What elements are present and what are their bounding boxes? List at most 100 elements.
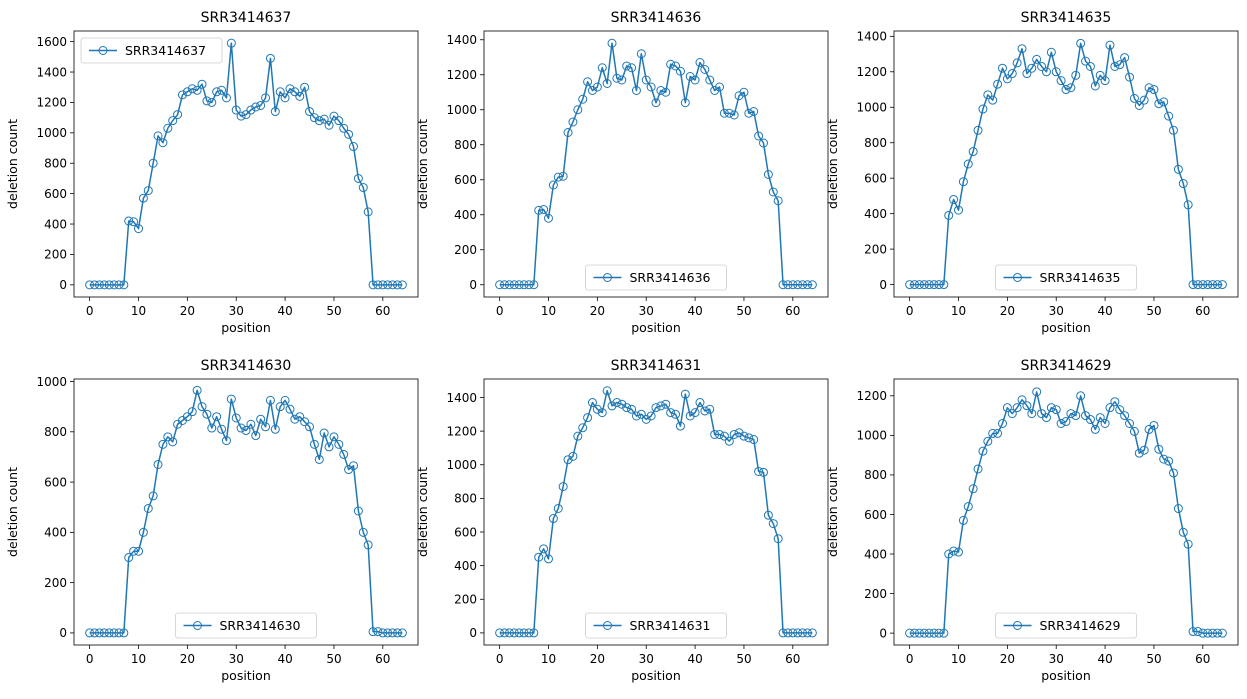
data-point	[1061, 85, 1071, 95]
x-tick-label: 40	[687, 652, 702, 666]
data-point	[1017, 44, 1027, 54]
series-line	[499, 42, 813, 286]
data-point	[378, 280, 388, 290]
data-point	[231, 105, 241, 115]
x-tick-label: 20	[590, 304, 605, 318]
data-point	[802, 628, 812, 638]
data-point	[285, 84, 295, 94]
data-point	[324, 442, 334, 452]
data-point	[963, 159, 973, 169]
y-tick-label: 1200	[446, 68, 477, 82]
data-point	[558, 482, 568, 492]
data-point	[1149, 85, 1159, 95]
data-point	[719, 108, 729, 118]
data-point	[993, 79, 1003, 89]
data-point	[290, 414, 300, 424]
data-point	[768, 519, 778, 529]
data-point	[524, 280, 534, 290]
legend-marker-swatch	[603, 273, 612, 282]
data-point	[392, 628, 402, 638]
legend-label: SRR3414637	[125, 43, 206, 58]
y-tick-label: 800	[864, 468, 887, 482]
data-point	[383, 628, 393, 638]
data-point	[226, 38, 236, 48]
data-point	[651, 403, 661, 413]
x-tick-label: 60	[1195, 652, 1210, 666]
data-point	[939, 628, 949, 638]
data-point	[666, 408, 676, 418]
data-point	[929, 280, 939, 290]
data-point	[388, 280, 398, 290]
y-tick-label: 1000	[856, 101, 887, 115]
data-point	[583, 413, 593, 423]
data-point	[1198, 628, 1208, 638]
data-point	[153, 459, 163, 469]
data-point	[1071, 411, 1081, 421]
x-tick-label: 30	[639, 652, 654, 666]
x-tick-label: 60	[375, 652, 390, 666]
data-point	[134, 546, 143, 556]
data-point	[656, 401, 666, 411]
data-point	[568, 451, 578, 461]
data-point	[622, 61, 632, 71]
data-point	[749, 435, 759, 445]
data-point	[509, 628, 519, 638]
y-tick-label: 0	[469, 626, 477, 640]
data-point	[314, 116, 324, 126]
x-tick-label: 10	[951, 304, 966, 318]
data-point	[612, 398, 622, 408]
data-point	[715, 429, 725, 439]
x-tick-label: 60	[375, 304, 390, 318]
data-point	[519, 628, 529, 638]
subplot-title: SRR3414629	[1021, 358, 1112, 374]
x-tick-label: 0	[496, 304, 504, 318]
data-point	[275, 402, 285, 412]
data-point	[236, 423, 246, 433]
data-point	[1032, 387, 1042, 397]
data-point	[924, 628, 934, 638]
data-point	[1061, 417, 1071, 427]
data-point	[705, 404, 715, 414]
x-tick-label: 20	[590, 652, 605, 666]
data-point	[329, 111, 339, 121]
data-point	[1090, 424, 1100, 434]
x-axis-label: position	[221, 668, 271, 683]
y-tick-label: 0	[59, 626, 67, 640]
data-point	[119, 628, 129, 638]
data-point	[744, 108, 754, 118]
series-line	[909, 42, 1223, 286]
data-point	[1178, 527, 1188, 537]
data-point	[944, 549, 954, 559]
data-point	[353, 173, 363, 183]
data-point	[666, 59, 676, 69]
data-point	[534, 205, 544, 215]
x-tick-label: 30	[229, 304, 244, 318]
data-point	[504, 280, 514, 290]
data-point	[187, 84, 197, 94]
data-point	[690, 75, 700, 85]
data-point	[671, 409, 681, 419]
data-point	[397, 280, 407, 290]
data-point	[671, 61, 681, 71]
data-point	[519, 280, 529, 290]
legend-label: SRR3414631	[630, 618, 711, 633]
legend-marker-swatch	[1013, 273, 1022, 282]
data-point	[988, 95, 998, 105]
data-point	[646, 82, 656, 92]
data-point	[807, 628, 817, 638]
data-point	[1183, 539, 1193, 549]
legend-box	[995, 612, 1137, 639]
legend: SRR3414631	[585, 612, 727, 639]
data-point	[373, 280, 383, 290]
data-point	[934, 280, 944, 290]
data-point	[983, 90, 993, 100]
data-point	[631, 411, 641, 421]
data-point	[529, 280, 539, 290]
data-point	[754, 131, 764, 141]
data-point	[607, 401, 617, 411]
data-point	[1037, 61, 1047, 71]
y-tick-label: 1200	[36, 96, 67, 110]
data-point	[1217, 280, 1227, 290]
